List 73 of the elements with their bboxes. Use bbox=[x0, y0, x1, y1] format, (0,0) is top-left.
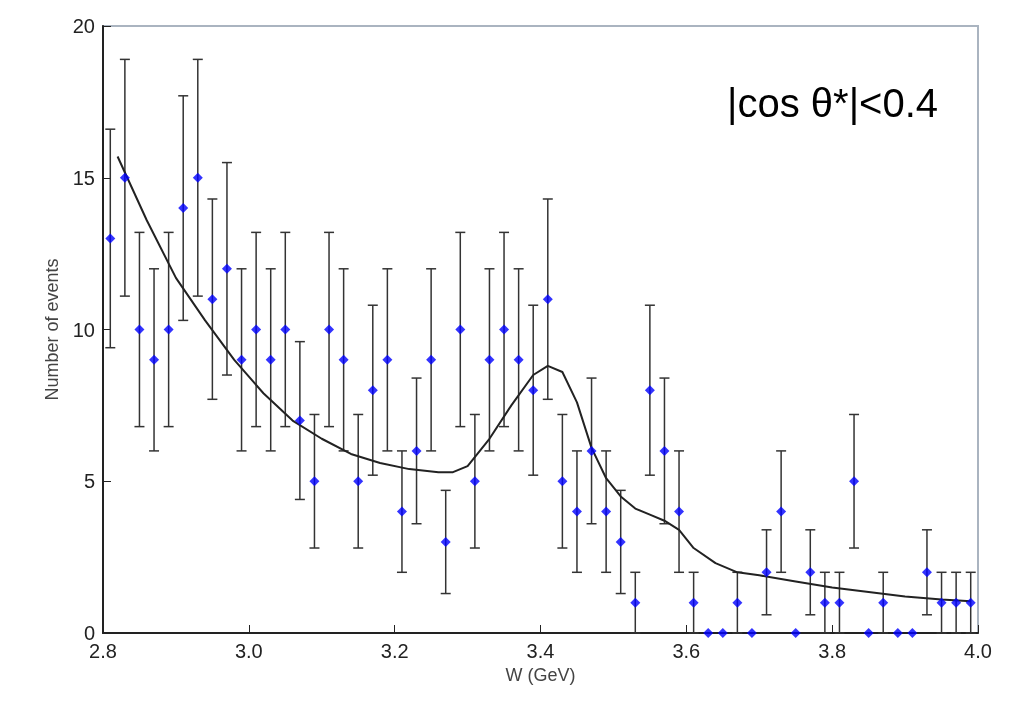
point bbox=[353, 476, 364, 487]
point bbox=[484, 354, 495, 365]
point bbox=[236, 354, 247, 365]
point bbox=[178, 203, 189, 214]
point bbox=[338, 354, 349, 365]
point bbox=[499, 324, 510, 335]
point bbox=[703, 628, 714, 638]
point bbox=[134, 324, 145, 335]
point bbox=[265, 354, 276, 365]
point bbox=[805, 567, 816, 578]
point bbox=[717, 628, 728, 638]
point bbox=[965, 597, 976, 608]
point bbox=[863, 628, 874, 638]
point bbox=[688, 597, 699, 608]
point bbox=[790, 628, 801, 638]
point bbox=[207, 294, 218, 305]
point bbox=[892, 628, 903, 638]
point bbox=[936, 597, 947, 608]
point bbox=[149, 354, 160, 365]
point bbox=[571, 506, 582, 517]
point bbox=[557, 476, 568, 487]
point bbox=[761, 567, 772, 578]
point bbox=[294, 415, 305, 426]
point bbox=[849, 476, 860, 487]
x-tick-label: 3.0 bbox=[234, 640, 263, 662]
point bbox=[221, 263, 232, 274]
x-tick-label: 3.2 bbox=[380, 640, 409, 662]
point bbox=[601, 506, 612, 517]
point bbox=[163, 324, 174, 335]
point bbox=[630, 597, 641, 608]
point bbox=[382, 354, 393, 365]
point bbox=[878, 597, 889, 608]
annotation: |cos θ*|<0.4 bbox=[727, 81, 938, 125]
x-tick-label: 3.8 bbox=[818, 640, 847, 662]
y-axis-title: Number of events bbox=[42, 258, 62, 401]
point bbox=[776, 506, 787, 517]
x-tick-label: 3.4 bbox=[526, 640, 555, 662]
point bbox=[513, 354, 524, 365]
x-axis-title: W (GeV) bbox=[505, 664, 576, 685]
point bbox=[586, 445, 597, 456]
point bbox=[119, 172, 130, 183]
x-tick-label: 4.0 bbox=[964, 640, 992, 662]
point bbox=[659, 445, 670, 456]
point bbox=[192, 172, 203, 183]
point bbox=[309, 476, 320, 487]
point bbox=[907, 628, 918, 638]
point bbox=[469, 476, 480, 487]
point bbox=[644, 385, 655, 396]
y-tick-label: 10 bbox=[72, 318, 95, 341]
point bbox=[951, 597, 962, 608]
point bbox=[834, 597, 845, 608]
point bbox=[615, 536, 626, 547]
point bbox=[440, 536, 451, 547]
point bbox=[324, 324, 335, 335]
point bbox=[732, 597, 743, 608]
point bbox=[411, 445, 422, 456]
point bbox=[367, 385, 378, 396]
point bbox=[528, 385, 539, 396]
y-tick-label: 20 bbox=[72, 15, 95, 37]
point bbox=[455, 324, 466, 335]
point bbox=[280, 324, 291, 335]
y-tick-label: 5 bbox=[83, 470, 95, 493]
x-tick-label: 3.6 bbox=[672, 640, 701, 662]
point bbox=[921, 567, 932, 578]
point bbox=[396, 506, 407, 517]
y-tick-label: 15 bbox=[72, 166, 95, 189]
point bbox=[674, 506, 685, 517]
point bbox=[746, 628, 757, 638]
point bbox=[426, 354, 437, 365]
point bbox=[819, 597, 830, 608]
point bbox=[105, 233, 116, 244]
point bbox=[251, 324, 262, 335]
point bbox=[542, 294, 553, 305]
